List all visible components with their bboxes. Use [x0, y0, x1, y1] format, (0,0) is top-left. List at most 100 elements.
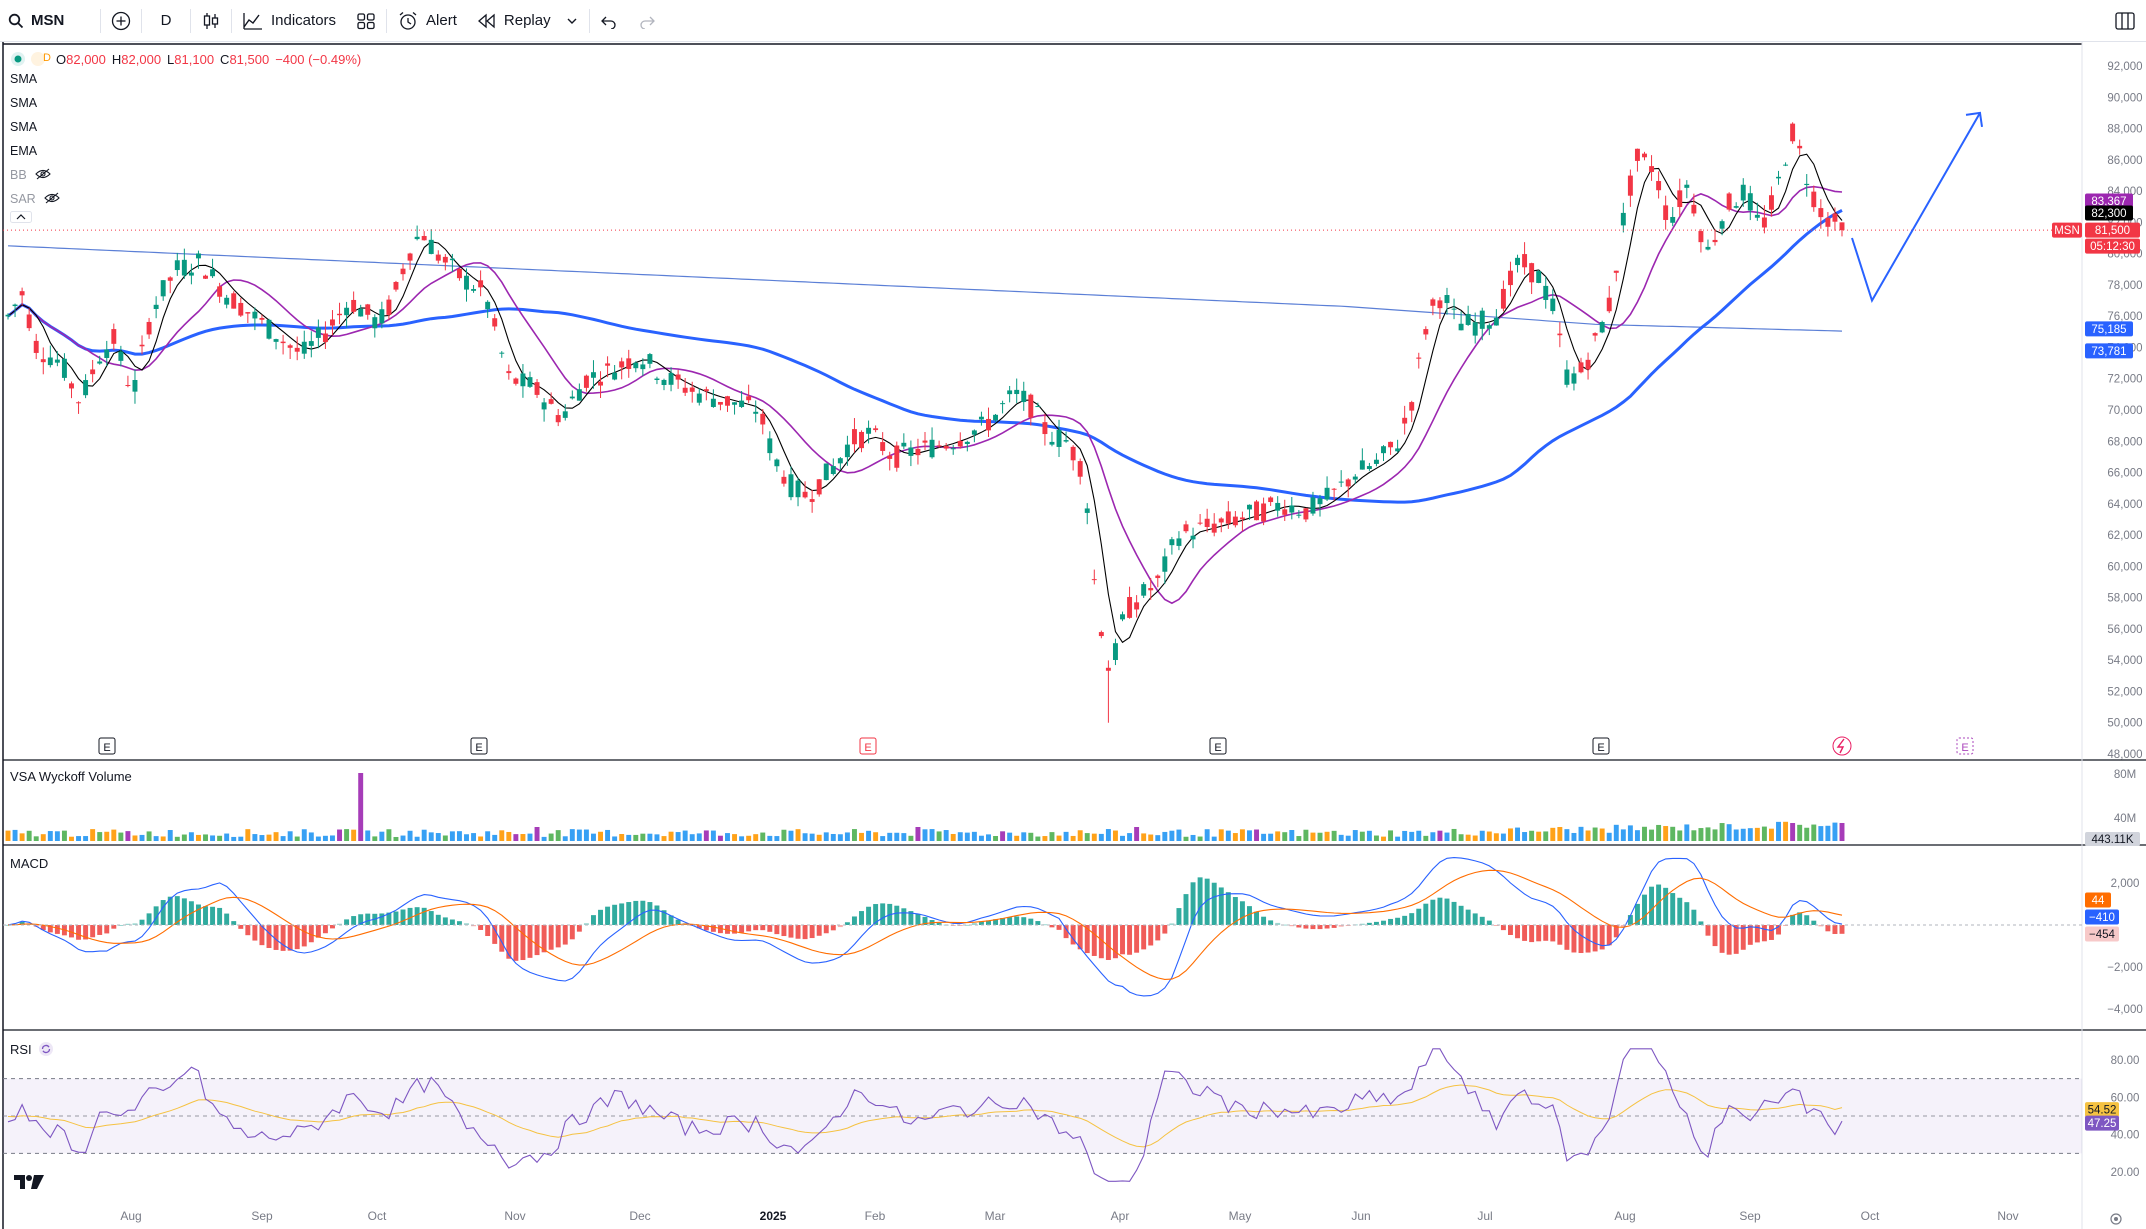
candle-body — [640, 364, 646, 370]
chart-canvas[interactable]: 92,00090,00088,00086,00084,00082,00080,0… — [0, 42, 2146, 1229]
candle-body — [90, 369, 96, 375]
candle-body — [1416, 357, 1422, 359]
macd-histogram-bar — [957, 925, 963, 926]
refresh-icon[interactable] — [38, 1041, 54, 1057]
macd-histogram-bar — [365, 913, 371, 925]
macd-histogram-bar — [1599, 925, 1605, 950]
earnings-marker-label: E — [1597, 742, 1604, 754]
macd-histogram-bar — [266, 925, 272, 949]
candle-body — [1127, 596, 1133, 618]
macd-histogram-bar — [555, 925, 561, 948]
volume-bar — [964, 832, 970, 841]
candle-body — [703, 389, 709, 392]
candle-body — [478, 280, 484, 288]
candle-body — [1190, 535, 1196, 540]
candle-body — [1268, 497, 1274, 503]
volume-bar — [971, 831, 977, 841]
indicator-sma-1[interactable]: SMA — [10, 72, 38, 86]
volume-bar — [527, 833, 533, 841]
macd-histogram-bar — [1705, 925, 1711, 936]
candle-body — [957, 440, 963, 447]
macd-value-tag-bg — [2085, 909, 2119, 925]
macd-histogram-bar — [1317, 925, 1323, 930]
candle-body — [993, 414, 999, 421]
undo-button[interactable] — [590, 0, 628, 42]
macd-histogram-bar — [1373, 921, 1379, 925]
open-value: 82,000 — [66, 51, 106, 67]
volume-bar — [1338, 834, 1344, 841]
symbol-search[interactable]: MSN — [0, 0, 100, 42]
tradingview-logo-icon[interactable] — [12, 1172, 46, 1192]
macd-histogram-bar — [1832, 925, 1838, 934]
volume-bar — [125, 831, 131, 841]
layouts-button[interactable] — [346, 0, 386, 42]
candle-body — [1677, 190, 1683, 208]
volume-bar — [118, 832, 124, 841]
macd-histogram-bar — [1324, 925, 1330, 929]
earnings-marker: E — [859, 737, 877, 755]
candle-body — [682, 387, 688, 393]
candle-body — [1797, 145, 1803, 149]
candle-body — [1077, 461, 1083, 477]
candle-body — [308, 341, 314, 346]
macd-histogram-bar — [238, 925, 244, 929]
volume-bar — [823, 832, 829, 841]
macd-histogram-bar — [1395, 917, 1401, 925]
indicator-bb[interactable]: BB — [10, 163, 361, 187]
interval-button[interactable]: D — [142, 0, 190, 42]
volume-bar — [287, 831, 293, 841]
indicator-sma-3[interactable]: SMA — [10, 120, 38, 134]
countdown-tag: 05:12:30 — [2090, 241, 2135, 253]
future-earnings-label: E — [1961, 742, 1968, 754]
volume-bar — [1141, 833, 1147, 841]
redo-button[interactable] — [628, 0, 666, 42]
indicator-sar[interactable]: SAR — [10, 187, 361, 211]
candle-body — [774, 459, 780, 467]
volume-bar — [12, 829, 18, 841]
macd-histogram-bar — [880, 903, 886, 925]
indicator-sma-2[interactable]: SMA — [10, 96, 38, 110]
candle-body — [1522, 254, 1528, 268]
volume-bar — [1381, 836, 1386, 841]
candle-body — [1486, 325, 1492, 329]
macd-histogram-bar — [76, 925, 82, 940]
indicators-button[interactable]: Indicators — [232, 0, 346, 42]
candle-body — [1014, 389, 1020, 395]
toggle-panel-button[interactable] — [2104, 0, 2146, 42]
macd-histogram-bar — [576, 925, 582, 932]
candle-body — [188, 272, 194, 276]
alert-button[interactable]: Alert — [387, 0, 467, 42]
volume-bar — [1239, 829, 1245, 841]
volume-bar — [1522, 832, 1528, 841]
macd-histogram-bar — [1261, 916, 1267, 925]
undo-icon — [600, 16, 616, 29]
macd-histogram-bar — [492, 925, 498, 944]
volume-bar — [1127, 833, 1133, 841]
macd-histogram-bar — [837, 925, 843, 928]
macd-histogram-bar — [1670, 893, 1676, 925]
candle-body — [1056, 429, 1062, 447]
volume-bar — [859, 832, 864, 841]
candle-body — [1627, 175, 1633, 196]
macd-histogram-bar — [146, 913, 152, 925]
collapse-legend-button[interactable] — [10, 211, 361, 227]
candle-body — [111, 329, 117, 344]
indicator-ema[interactable]: EMA — [10, 144, 38, 158]
volume-bar — [1691, 830, 1697, 841]
candle-body — [118, 351, 124, 361]
eye-hidden-icon[interactable] — [34, 168, 52, 180]
macd-histogram-bar — [400, 909, 406, 925]
eye-hidden-icon[interactable] — [43, 192, 61, 204]
compare-button[interactable] — [101, 0, 141, 42]
candle-body — [1183, 524, 1189, 532]
macd-histogram-bar — [1634, 903, 1640, 925]
candle-body — [1656, 181, 1662, 191]
candle-body — [929, 439, 935, 458]
chart-type-button[interactable] — [191, 0, 231, 42]
volume-bar — [1747, 828, 1753, 841]
macd-histogram-bar — [830, 925, 836, 931]
macd-histogram-bar — [978, 921, 984, 925]
volume-bar — [1832, 822, 1838, 841]
macd-histogram-bar — [19, 921, 25, 925]
replay-button[interactable]: Replay — [467, 0, 589, 42]
